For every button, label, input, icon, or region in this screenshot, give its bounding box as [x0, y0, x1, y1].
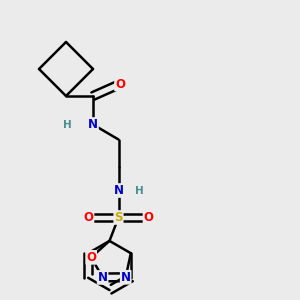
Text: O: O	[115, 77, 125, 91]
Text: N: N	[121, 271, 131, 284]
Text: H: H	[63, 119, 72, 130]
Text: O: O	[86, 251, 96, 264]
Text: O: O	[143, 211, 154, 224]
Text: N: N	[88, 118, 98, 131]
Text: O: O	[83, 211, 94, 224]
Text: S: S	[114, 211, 123, 224]
Text: N: N	[98, 271, 108, 284]
Text: H: H	[135, 185, 144, 196]
Text: N: N	[113, 184, 124, 197]
